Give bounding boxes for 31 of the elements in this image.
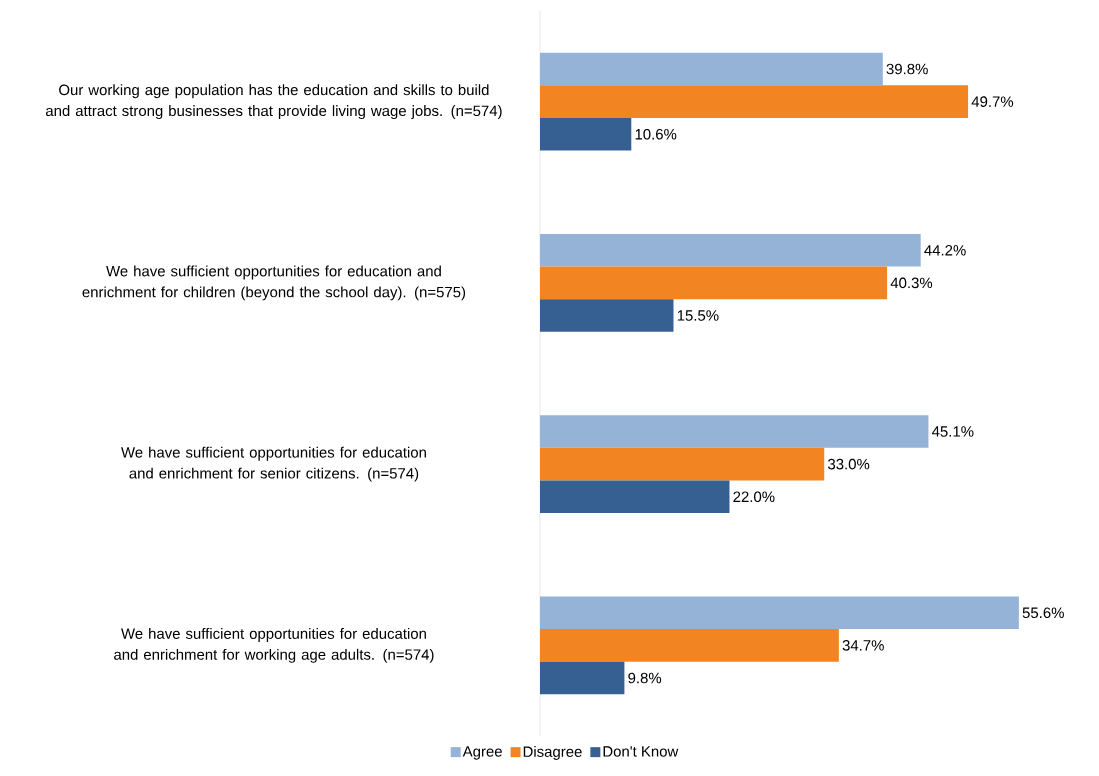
y-tick-label: We have sufficient opportunities for education and enrichment for senior citizens. (n=574) [121, 446, 426, 482]
bar [540, 299, 674, 332]
bar [540, 85, 969, 118]
y-tick-label: Our working age population has the education and skills to build and attract strong businesses that provide living wage jobs. (n=574) [45, 84, 502, 120]
data-label: 39.8% [886, 63, 928, 75]
bar [540, 596, 1019, 630]
y-tick-label: We have sufficient opportunities for education and enrichment for children (beyond the school day). (n=575) [82, 265, 466, 301]
bar [540, 117, 632, 151]
bar [540, 52, 883, 86]
legend-label: Agree [462, 746, 502, 760]
data-label: 9.8% [628, 672, 662, 684]
data-label: 44.2% [924, 244, 966, 256]
data-label: 15.5% [677, 310, 719, 321]
data-label: 40.3% [890, 277, 933, 289]
bar [540, 233, 921, 267]
bar [540, 266, 888, 300]
data-label: 33.0% [827, 458, 870, 470]
data-label: 49.7% [971, 96, 1014, 107]
bar [540, 415, 929, 448]
data-label: 55.6% [1022, 607, 1064, 619]
bar [540, 480, 730, 514]
bar [540, 661, 625, 695]
legend-label: Don't Know [603, 746, 679, 757]
y-tick-label: We have sufficient opportunities for education and enrichment for working age adults. (n=574) [114, 627, 434, 663]
legend-label: Disagree [523, 745, 582, 760]
bar [540, 447, 825, 481]
bar [540, 629, 839, 662]
data-label: 10.6% [635, 128, 677, 140]
data-label: 45.1% [931, 426, 974, 437]
data-label: 22.0% [733, 491, 775, 503]
data-label: 34.7% [842, 640, 884, 651]
